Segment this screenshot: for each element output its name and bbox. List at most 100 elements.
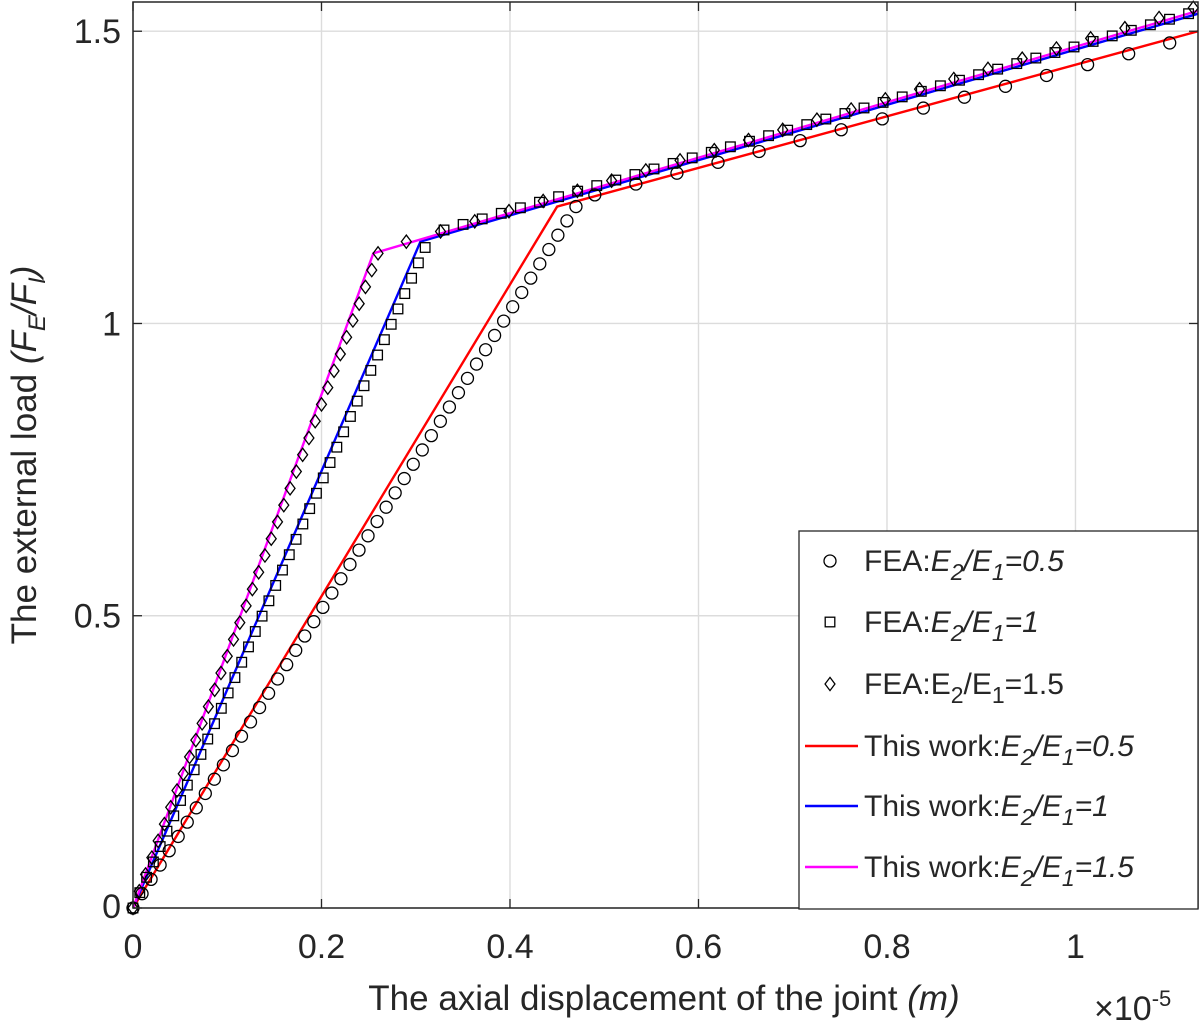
- data-point-square: [188, 764, 200, 776]
- legend-label-part: 1: [992, 559, 1005, 585]
- legend-label-part: E: [931, 668, 951, 701]
- data-point-circle: [711, 155, 725, 169]
- y-axis-label-open: (: [5, 349, 44, 364]
- data-point-diamond: [334, 346, 347, 362]
- legend-label-part: E: [1042, 851, 1063, 884]
- data-point-square: [304, 503, 316, 515]
- data-point-diamond: [183, 749, 196, 765]
- data-point-square: [457, 218, 469, 230]
- data-point-circle: [252, 700, 267, 715]
- legend-label-part: This work:: [864, 851, 1001, 884]
- data-point-square: [175, 795, 187, 806]
- data-point-square: [385, 318, 397, 330]
- legend-label-part: =0.5: [1075, 730, 1135, 763]
- data-point-diamond: [845, 101, 857, 118]
- data-point-square: [553, 191, 565, 203]
- data-point-square: [412, 257, 424, 269]
- data-point-circle: [370, 514, 384, 529]
- data-point-diamond: [177, 766, 190, 782]
- data-point-diamond: [296, 447, 309, 463]
- legend-label-part: =1: [1075, 790, 1109, 823]
- legend-label: FEA:E2/E1=1: [864, 606, 1039, 646]
- data-point-diamond: [359, 279, 372, 295]
- data-point-square: [324, 457, 336, 468]
- legend-item-2: FEA:E2/E1=1.5: [824, 668, 1064, 708]
- data-point-diamond: [340, 329, 353, 345]
- data-point-diamond: [1187, 0, 1200, 16]
- legend-label-part: =1: [1005, 606, 1039, 639]
- data-point-diamond: [164, 799, 177, 815]
- legend-item-0: FEA:E2/E1=0.5: [823, 545, 1064, 585]
- x-exponent-power: -5: [1152, 986, 1172, 1011]
- data-point-circle: [343, 557, 357, 572]
- data-point-square: [202, 733, 214, 745]
- data-point-square: [290, 533, 302, 545]
- data-point-diamond: [208, 682, 221, 698]
- data-point-circle: [415, 443, 429, 457]
- data-point-circle: [916, 101, 930, 115]
- series-2-markers: [127, 0, 1200, 916]
- data-point-diamond: [879, 91, 892, 108]
- data-point-diamond: [139, 866, 152, 883]
- legend-label: This work:E2/E1=1: [864, 790, 1109, 830]
- data-point-circle: [957, 90, 972, 104]
- legend-label-part: 2: [951, 682, 964, 708]
- data-point-diamond: [537, 193, 549, 209]
- legend-marker-diamond: [824, 676, 836, 692]
- data-point-square: [358, 380, 370, 392]
- data-point-circle: [1163, 36, 1177, 50]
- data-point-diamond: [240, 598, 252, 614]
- data-point-circle: [496, 314, 511, 328]
- data-point-circle: [1039, 68, 1054, 83]
- data-point-square: [311, 487, 322, 499]
- legend-label-part: E: [972, 545, 993, 578]
- data-point-diamond: [1119, 20, 1131, 36]
- data-point-diamond: [252, 564, 265, 580]
- data-point-square: [763, 130, 775, 142]
- data-point-diamond: [811, 111, 823, 128]
- data-point-circle: [506, 300, 520, 314]
- data-point-square: [629, 169, 641, 180]
- data-point-circle: [433, 414, 448, 428]
- data-point-circle: [469, 357, 484, 371]
- data-point-circle: [460, 371, 475, 386]
- data-point-diamond: [171, 782, 183, 799]
- data-point-square: [243, 641, 254, 653]
- data-point-square: [534, 196, 545, 208]
- data-point-circle: [316, 600, 330, 615]
- legend-label: This work:E2/E1=0.5: [864, 730, 1134, 770]
- legend-label-part: E: [1001, 730, 1022, 763]
- data-point-diamond: [303, 430, 315, 446]
- data-point-square: [147, 856, 159, 868]
- ticks: 0 0.2 0.4 0.6 0.8 1 0 0.5 1 1.5: [74, 2, 1198, 966]
- data-point-diamond: [146, 849, 158, 866]
- data-point-square: [1125, 24, 1137, 36]
- data-point-circle: [189, 801, 203, 815]
- data-point-diamond: [400, 233, 413, 250]
- data-point-circle: [560, 214, 574, 228]
- data-point-square: [392, 303, 404, 315]
- data-point-square: [154, 841, 166, 853]
- data-point-diamond: [271, 514, 284, 530]
- data-point-diamond: [982, 61, 994, 77]
- x-tick-label: 0.4: [486, 928, 533, 966]
- data-point-square: [222, 687, 234, 699]
- data-point-square: [372, 349, 384, 361]
- data-point-diamond: [913, 81, 926, 97]
- data-point-square: [406, 272, 418, 284]
- data-point-circle: [998, 79, 1013, 93]
- legend-label-part: /: [964, 668, 973, 701]
- series-line-4: [133, 12, 1198, 908]
- data-point-square: [236, 656, 248, 668]
- data-point-circle: [524, 271, 538, 285]
- data-point-circle: [243, 715, 258, 729]
- data-point-square: [168, 810, 180, 822]
- x-axis-label: The axial displacement of the joint (m): [368, 979, 959, 1018]
- data-point-square: [1106, 30, 1118, 42]
- data-point-circle: [451, 386, 466, 400]
- legend-label-part: 1: [1062, 865, 1075, 891]
- data-point-square: [591, 180, 603, 192]
- data-point-diamond: [290, 463, 303, 480]
- data-point-circle: [424, 428, 438, 443]
- legend-label-part: FEA:: [864, 545, 931, 578]
